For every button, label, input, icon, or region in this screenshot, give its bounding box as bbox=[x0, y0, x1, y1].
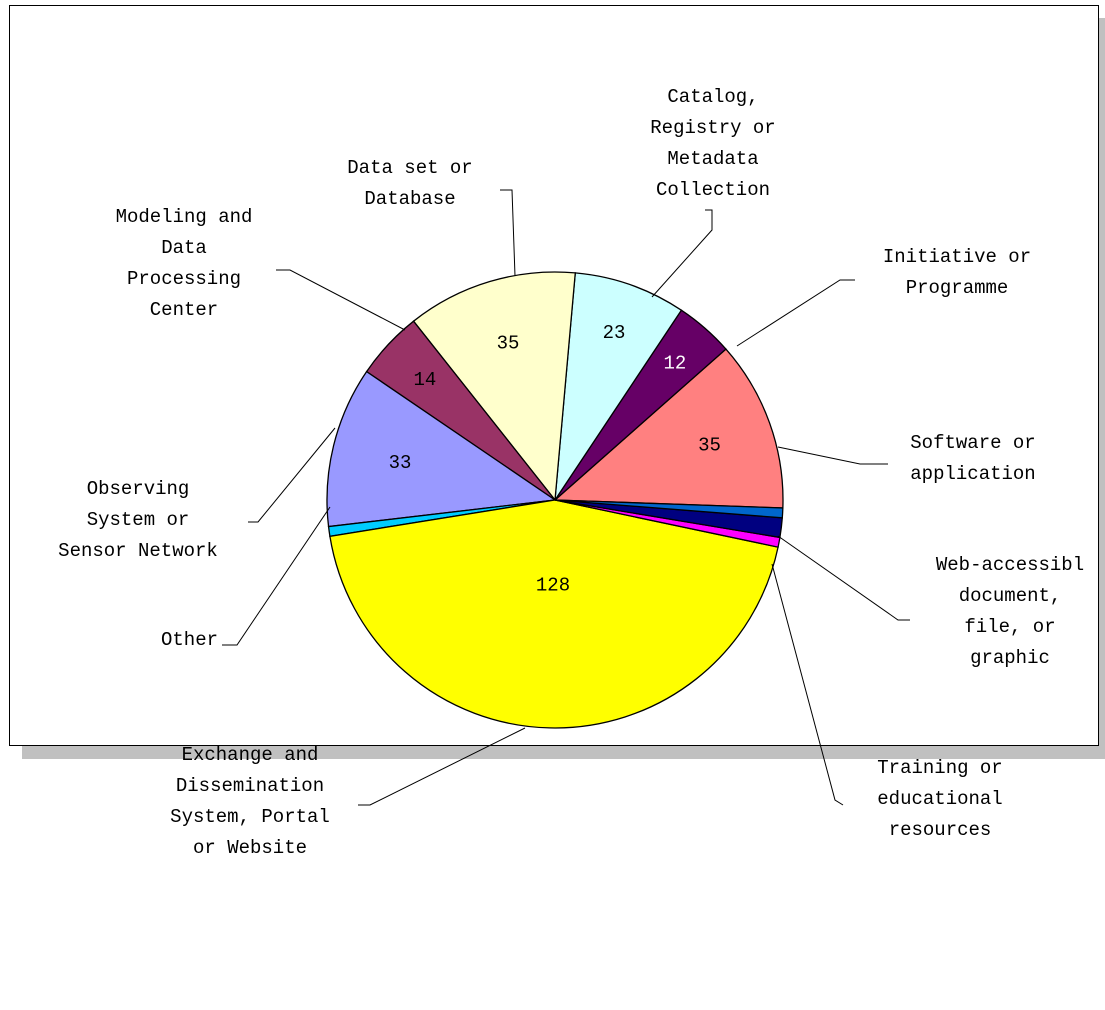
value-label-initiative-or-programme: 12 bbox=[663, 353, 686, 375]
leader-line-other bbox=[222, 506, 331, 646]
category-label-catalog-registry-or-metadata-collection: Catalog, Registry or Metadata Collection bbox=[650, 86, 775, 201]
category-label-data-set-or-database: Data set or Database bbox=[347, 157, 472, 210]
pie-slice-exchange-and-dissemination-system-portal-or-website bbox=[329, 499, 779, 729]
leader-line-training-or-educational-resources bbox=[771, 563, 844, 806]
leader-line-web-accessible-document-file-or-graphic bbox=[777, 535, 910, 621]
leader-line-catalog-registry-or-metadata-collection bbox=[651, 209, 713, 298]
leader-line-observing-system-or-sensor-network bbox=[248, 427, 336, 523]
category-label-web-accessible-document-file-or-graphic: Web-accessibl document, file, or graphic bbox=[936, 554, 1084, 669]
category-label-training-or-educational-resources: Training or educational resources bbox=[877, 757, 1002, 841]
category-label-other: Other bbox=[161, 629, 218, 651]
category-label-software-or-application: Software or application bbox=[910, 432, 1035, 485]
pie-slice-observing-system-or-sensor-network bbox=[326, 370, 557, 528]
leader-line-initiative-or-programme bbox=[736, 279, 855, 347]
pie-slice-software-or-application bbox=[553, 348, 784, 509]
chart-shadow-bottom bbox=[22, 746, 1105, 759]
leader-line-exchange-and-dissemination-system-portal-or-website bbox=[358, 727, 526, 806]
pie-slice-catalog-registry-or-metadata-collection bbox=[554, 272, 683, 501]
value-label-catalog-registry-or-metadata-collection: 23 bbox=[603, 322, 626, 344]
pie-slice-data-set-or-database bbox=[412, 271, 576, 502]
pie-slice-web-accessible-document-file-or-graphic bbox=[554, 499, 784, 519]
value-label-exchange-and-dissemination-system-portal-or-website: 128 bbox=[536, 574, 570, 596]
value-label-observing-system-or-sensor-network: 33 bbox=[389, 452, 412, 474]
category-label-exchange-and-dissemination-system-portal-or-website: Exchange and Dissemination System, Portal o… bbox=[170, 744, 330, 859]
category-label-initiative-or-programme: Initiative or Programme bbox=[883, 246, 1031, 299]
chart-shadow-right bbox=[1099, 18, 1105, 759]
leader-line-modeling-and-data-processing-center bbox=[276, 269, 406, 331]
value-label-modeling-and-data-processing-center: 14 bbox=[413, 369, 436, 391]
leader-line-software-or-application bbox=[777, 446, 888, 465]
category-label-modeling-and-data-processing-center: Modeling and Data Processing Center bbox=[116, 206, 253, 321]
value-label-software-or-application: 35 bbox=[698, 435, 721, 457]
leader-line-data-set-or-database bbox=[500, 189, 516, 277]
category-label-observing-system-or-sensor-network: Observing System or Sensor Network bbox=[58, 478, 218, 562]
value-label-data-set-or-database: 35 bbox=[497, 333, 520, 355]
